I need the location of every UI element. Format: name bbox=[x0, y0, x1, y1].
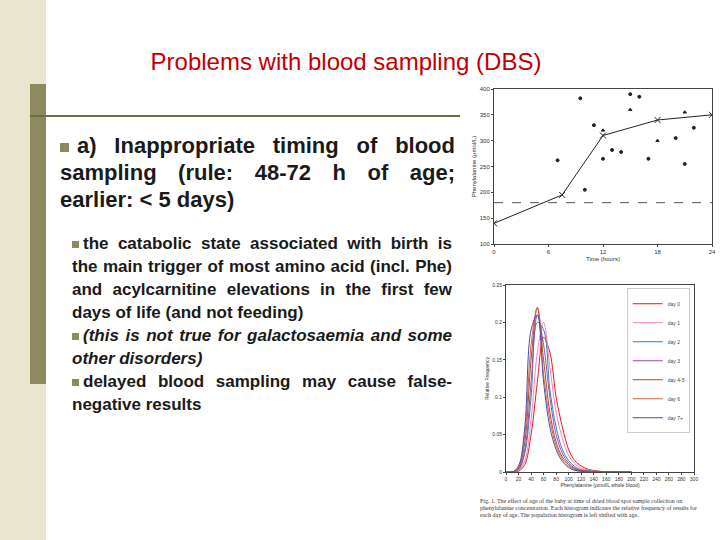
svg-text:12: 12 bbox=[600, 249, 607, 255]
svg-text:6: 6 bbox=[547, 249, 551, 255]
svg-text:day 1: day 1 bbox=[668, 320, 680, 326]
svg-text:day 3: day 3 bbox=[668, 358, 680, 364]
svg-text:160: 160 bbox=[602, 476, 611, 482]
svg-text:Relative Frequency: Relative Frequency bbox=[484, 356, 490, 400]
svg-text:0.15: 0.15 bbox=[492, 357, 502, 363]
svg-text:60: 60 bbox=[541, 476, 547, 482]
svg-text:Time (hours): Time (hours) bbox=[586, 256, 620, 262]
svg-text:260: 260 bbox=[665, 476, 674, 482]
html-text:a) Inappropriate timing of blo: a) Inappropriate timing of blood samplin… bbox=[60, 133, 455, 212]
svg-text:250: 250 bbox=[480, 164, 491, 170]
svg-text:0.1: 0.1 bbox=[495, 394, 502, 400]
svg-text:day 7+: day 7+ bbox=[668, 415, 683, 421]
svg-text:day 0: day 0 bbox=[668, 301, 680, 307]
html-text:delayed blood sampling may cau: delayed blood sampling may cause false-n… bbox=[72, 372, 452, 414]
svg-text:140: 140 bbox=[590, 476, 599, 482]
svg-text:0: 0 bbox=[499, 469, 502, 475]
html-text:Problems with blood sampling (: Problems with blood sampling (DBS) bbox=[150, 48, 542, 75]
svg-text:280: 280 bbox=[677, 476, 686, 482]
html-text:Fig. 1. The effect of age of t: Fig. 1. The effect of age of the baby at… bbox=[480, 498, 698, 518]
svg-text:day 6: day 6 bbox=[668, 396, 680, 402]
svg-text:0.2: 0.2 bbox=[495, 319, 502, 325]
svg-text:Phenylalanine (µmol/L whole bl: Phenylalanine (µmol/L whole blood) bbox=[560, 482, 639, 488]
svg-text:24: 24 bbox=[709, 249, 716, 255]
svg-text:200: 200 bbox=[480, 189, 491, 195]
svg-text:300: 300 bbox=[690, 476, 699, 482]
svg-text:220: 220 bbox=[640, 476, 649, 482]
svg-text:0: 0 bbox=[492, 249, 496, 255]
svg-text:100: 100 bbox=[564, 476, 573, 482]
svg-text:180: 180 bbox=[615, 476, 624, 482]
svg-text:350: 350 bbox=[480, 112, 491, 118]
svg-text:day 4-5: day 4-5 bbox=[668, 377, 685, 383]
svg-text:400: 400 bbox=[480, 86, 491, 92]
svg-text:18: 18 bbox=[654, 249, 661, 255]
svg-text:0.25: 0.25 bbox=[492, 282, 502, 288]
svg-text:100: 100 bbox=[480, 241, 491, 247]
svg-text:40: 40 bbox=[528, 476, 534, 482]
svg-text:80: 80 bbox=[553, 476, 559, 482]
html-text:(this is not true for galactos: (this is not true for galactosaemia and … bbox=[72, 326, 452, 368]
html-text:the catabolic state associated: the catabolic state associated with birt… bbox=[72, 234, 452, 322]
svg-text:300: 300 bbox=[480, 138, 491, 144]
svg-text:day 2: day 2 bbox=[668, 339, 680, 345]
svg-text:Phenylalanine (µmol/L): Phenylalanine (µmol/L) bbox=[471, 136, 477, 198]
svg-text:150: 150 bbox=[480, 215, 491, 221]
svg-text:200: 200 bbox=[627, 476, 636, 482]
svg-text:0: 0 bbox=[505, 476, 508, 482]
svg-text:120: 120 bbox=[577, 476, 586, 482]
svg-text:0.05: 0.05 bbox=[492, 431, 502, 437]
svg-text:240: 240 bbox=[652, 476, 661, 482]
svg-text:20: 20 bbox=[516, 476, 522, 482]
